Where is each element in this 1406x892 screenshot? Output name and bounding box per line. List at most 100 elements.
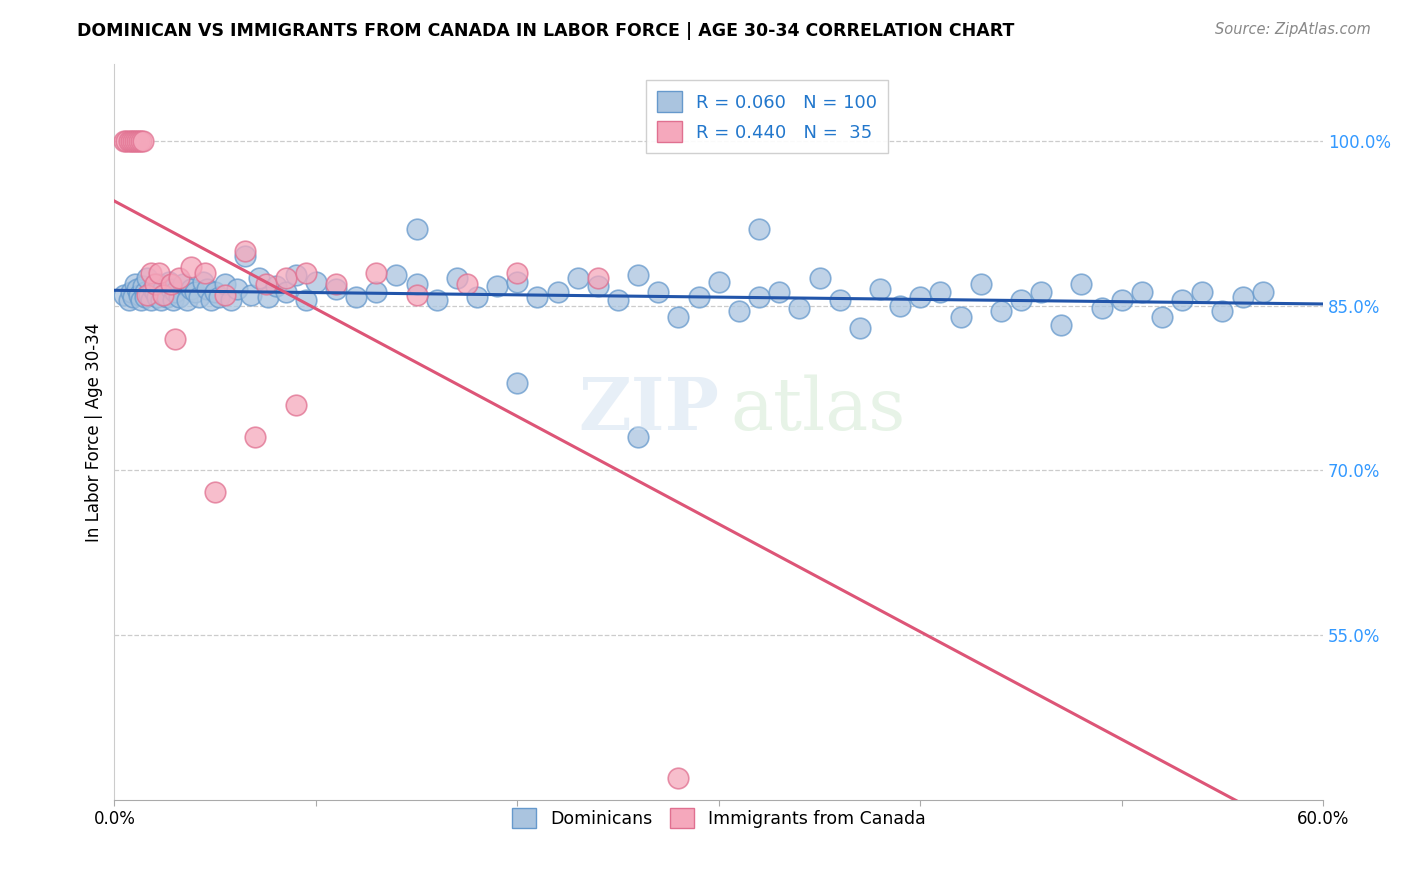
Point: [214, 277, 236, 291]
Point: [849, 320, 872, 334]
Point: [344, 290, 367, 304]
Point: [149, 293, 172, 308]
Point: [152, 287, 174, 301]
Point: [121, 290, 143, 304]
Point: [325, 277, 347, 291]
Point: [526, 290, 548, 304]
Point: [465, 290, 488, 304]
Point: [148, 277, 170, 291]
Point: [128, 287, 150, 301]
Point: [254, 277, 277, 291]
Point: [180, 282, 202, 296]
Point: [159, 277, 181, 291]
Point: [607, 293, 630, 308]
Point: [1029, 285, 1052, 300]
Point: [506, 266, 529, 280]
Point: [219, 293, 242, 308]
Point: [910, 290, 932, 304]
Point: [567, 271, 589, 285]
Point: [159, 282, 181, 296]
Point: [305, 275, 328, 289]
Point: [249, 271, 271, 285]
Point: [120, 285, 142, 300]
Point: [128, 134, 150, 148]
Point: [748, 221, 770, 235]
Point: [869, 282, 891, 296]
Point: [157, 275, 180, 289]
Point: [1090, 301, 1112, 315]
Point: [148, 266, 170, 280]
Point: [129, 134, 152, 148]
Point: [204, 485, 226, 500]
Point: [294, 293, 316, 308]
Point: [707, 275, 730, 289]
Point: [405, 277, 427, 291]
Point: [768, 285, 790, 300]
Point: [208, 290, 231, 304]
Text: atlas: atlas: [731, 375, 907, 445]
Point: [162, 293, 184, 308]
Point: [366, 285, 388, 300]
Point: [748, 290, 770, 304]
Point: [586, 271, 609, 285]
Point: [949, 310, 972, 324]
Point: [446, 271, 468, 285]
Point: [688, 290, 710, 304]
Point: [120, 134, 142, 148]
Point: [124, 134, 146, 148]
Point: [167, 290, 190, 304]
Point: [131, 134, 153, 148]
Point: [256, 290, 278, 304]
Point: [121, 134, 143, 148]
Point: [889, 299, 911, 313]
Point: [125, 282, 148, 296]
Point: [929, 285, 952, 300]
Point: [668, 310, 690, 324]
Point: [1010, 293, 1032, 308]
Point: [145, 290, 167, 304]
Point: [969, 277, 991, 291]
Y-axis label: In Labor Force | Age 30-34: In Labor Force | Age 30-34: [86, 322, 103, 541]
Point: [153, 287, 176, 301]
Point: [264, 279, 287, 293]
Point: [405, 221, 427, 235]
Point: [163, 332, 186, 346]
Point: [235, 249, 257, 263]
Point: [235, 244, 257, 258]
Point: [426, 293, 449, 308]
Point: [385, 268, 408, 282]
Point: [200, 293, 222, 308]
Point: [274, 271, 297, 285]
Point: [176, 293, 198, 308]
Text: ZIP: ZIP: [578, 375, 718, 445]
Point: [156, 290, 179, 304]
Point: [586, 279, 609, 293]
Point: [129, 293, 152, 308]
Point: [139, 293, 162, 308]
Text: DOMINICAN VS IMMIGRANTS FROM CANADA IN LABOR FORCE | AGE 30-34 CORRELATION CHART: DOMINICAN VS IMMIGRANTS FROM CANADA IN L…: [77, 22, 1015, 40]
Point: [125, 134, 148, 148]
Point: [828, 293, 851, 308]
Legend: Dominicans, Immigrants from Canada: Dominicans, Immigrants from Canada: [505, 801, 932, 835]
Point: [486, 279, 509, 293]
Point: [188, 290, 211, 304]
Point: [294, 266, 316, 280]
Point: [131, 279, 153, 293]
Point: [180, 260, 202, 275]
Point: [728, 304, 751, 318]
Point: [245, 430, 267, 444]
Point: [647, 285, 669, 300]
Point: [990, 304, 1012, 318]
Point: [135, 271, 157, 285]
Point: [134, 290, 156, 304]
Point: [284, 268, 307, 282]
Point: [808, 271, 831, 285]
Point: [191, 275, 214, 289]
Point: [456, 277, 478, 291]
Point: [115, 134, 138, 148]
Point: [1191, 285, 1213, 300]
Point: [124, 277, 146, 291]
Point: [1171, 293, 1194, 308]
Point: [184, 285, 207, 300]
Point: [163, 285, 186, 300]
